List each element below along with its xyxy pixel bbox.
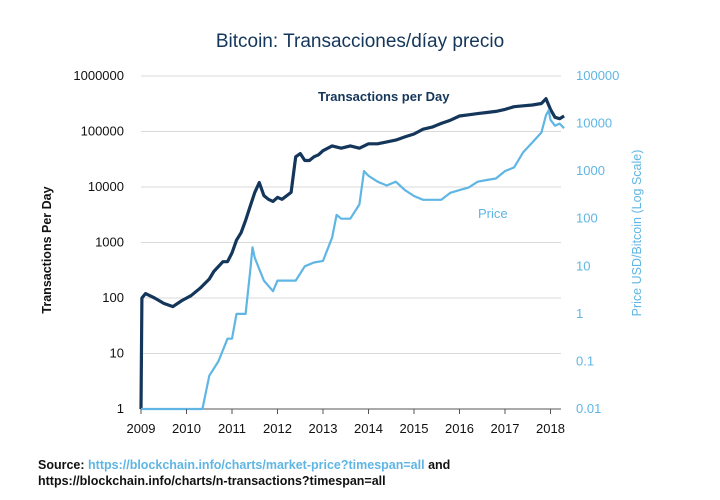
- x-tick-label: 2015: [400, 421, 429, 436]
- y-left-tick-label: 100: [102, 290, 124, 305]
- y-axis-left-label: Transactions Per Day: [40, 186, 54, 313]
- y-left-tick-label: 10000: [88, 179, 124, 194]
- x-tick-label: 2017: [491, 421, 520, 436]
- y-left-tick-label: 1000000: [73, 68, 124, 83]
- y-right-tick-label: 10000: [576, 116, 612, 131]
- source-connector: and: [428, 458, 451, 472]
- y-right-tick-label: 100: [576, 211, 598, 226]
- source-link-market-price[interactable]: https://blockchain.info/charts/market-pr…: [88, 458, 425, 472]
- chart: 1 10 100 1000 10000 100000 1000000 0.01 0.1 1 10 10…: [40, 31, 644, 436]
- y-right-tick-label: 0.01: [576, 401, 601, 416]
- x-tick-label: 2013: [309, 421, 338, 436]
- y-right-tick-label: 1000: [576, 163, 605, 178]
- series-label-price: Price: [478, 206, 508, 221]
- series-line-price: [141, 109, 565, 411]
- y-right-tick-label: 100000: [576, 68, 619, 83]
- x-tick-label: 2016: [445, 421, 474, 436]
- x-tick-label: 2009: [127, 421, 156, 436]
- x-tick-label: 2010: [172, 421, 201, 436]
- y-left-tick-label: 100000: [81, 124, 124, 139]
- y-left-tick-label: 1: [117, 401, 124, 416]
- y-right-tick-label: 10: [576, 258, 590, 273]
- x-tick-label: 2014: [354, 421, 383, 436]
- y-axis-right-label: Price USD/Bitcoin (Log Scale): [630, 150, 644, 317]
- series-label-transactions: Transactions per Day: [318, 89, 450, 104]
- source-note: Source: https://blockchain.info/charts/m…: [38, 457, 698, 489]
- x-tick-label: 2012: [263, 421, 292, 436]
- y-right-tick-label: 1: [576, 306, 583, 321]
- y-left-tick-label: 10: [110, 346, 124, 361]
- y-right-tick-label: 0.1: [576, 353, 594, 368]
- series-line-transactions: [139, 97, 565, 410]
- y-left-tick-label: 1000: [95, 235, 124, 250]
- x-tick-label: 2018: [536, 421, 565, 436]
- source-link-transactions[interactable]: https://blockchain.info/charts/n-transac…: [38, 474, 386, 488]
- source-prefix: Source:: [38, 458, 85, 472]
- x-tick-label: 2011: [218, 421, 246, 436]
- chart-title: Bitcoin: Transacciones/díay precio: [216, 31, 504, 52]
